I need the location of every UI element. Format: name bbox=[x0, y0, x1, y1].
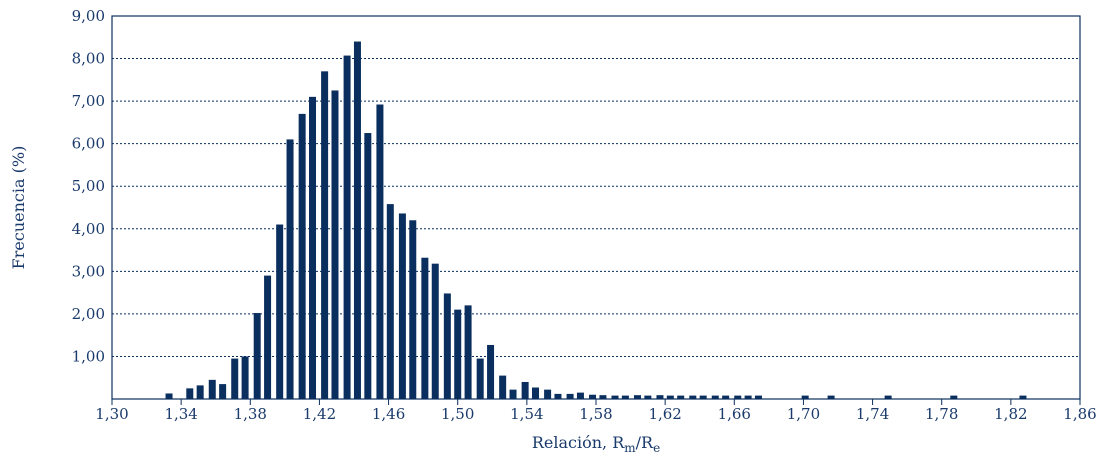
y-tick-labels: 1,00 2,00 3,00 4,00 5,00 6,00 7,00 8,00 9,00 bbox=[72, 7, 105, 365]
histogram-bar bbox=[165, 393, 173, 399]
histogram-bar bbox=[589, 394, 597, 399]
histogram-bar bbox=[353, 41, 361, 400]
histogram-bar bbox=[656, 395, 664, 399]
histogram-bar bbox=[554, 393, 562, 399]
y-tick-label: 7,00 bbox=[72, 92, 105, 110]
histogram-bar bbox=[644, 395, 652, 399]
histogram-bar bbox=[677, 395, 685, 399]
histogram-bar bbox=[699, 395, 707, 399]
histogram-bar bbox=[298, 113, 306, 399]
histogram-bar bbox=[231, 358, 239, 399]
histogram-bar bbox=[286, 139, 294, 399]
histogram-bar bbox=[633, 395, 641, 399]
histogram-bar bbox=[196, 385, 204, 399]
histogram-bar bbox=[398, 213, 406, 399]
histogram-bar bbox=[499, 375, 507, 399]
y-tick-label: 4,00 bbox=[72, 220, 105, 238]
x-axis-title-sub-e: e bbox=[653, 441, 660, 455]
histogram-bar bbox=[611, 395, 619, 399]
histogram-bar bbox=[276, 224, 284, 399]
x-tick-label: 1,74 bbox=[856, 405, 889, 423]
x-tick-label: 1,38 bbox=[234, 405, 267, 423]
histogram-bar bbox=[666, 395, 674, 399]
x-tick-label: 1,54 bbox=[510, 405, 543, 423]
histogram-bar bbox=[386, 204, 394, 399]
histogram-bar bbox=[241, 356, 249, 399]
y-tick-label: 8,00 bbox=[72, 50, 105, 68]
x-tick-label: 1,78 bbox=[925, 405, 958, 423]
histogram-bar bbox=[754, 395, 762, 399]
histogram-bar bbox=[331, 90, 339, 399]
histogram-bar bbox=[476, 358, 484, 399]
histogram-bar bbox=[801, 395, 809, 399]
histogram-bar bbox=[521, 381, 529, 399]
y-tick-label: 6,00 bbox=[72, 135, 105, 153]
histogram-bar bbox=[321, 71, 329, 400]
x-axis-title-main: Relación, R bbox=[532, 433, 625, 452]
histogram-bar bbox=[711, 395, 719, 399]
x-tick-label: 1,62 bbox=[648, 405, 681, 423]
histogram-bar bbox=[309, 96, 317, 399]
histogram-bar bbox=[827, 395, 835, 399]
y-axis-title: Frecuencia (%) bbox=[9, 146, 28, 270]
histogram-bar bbox=[264, 275, 272, 399]
y-tick-label: 2,00 bbox=[72, 305, 105, 323]
y-tick-label: 5,00 bbox=[72, 177, 105, 195]
histogram-bar bbox=[576, 392, 584, 399]
x-tick-label: 1,50 bbox=[441, 405, 474, 423]
histogram-bar bbox=[487, 344, 495, 399]
grid-lines bbox=[112, 15, 1080, 357]
histogram-bar bbox=[343, 55, 351, 400]
histogram-bar bbox=[186, 388, 194, 399]
histogram-bar bbox=[219, 384, 227, 399]
histogram-bar bbox=[253, 313, 261, 399]
x-tick-label: 1,58 bbox=[579, 405, 612, 423]
histogram-bar bbox=[464, 305, 472, 399]
x-tick-labels: 1,30 1,34 1,38 1,42 1,46 1,50 1,54 1,58 1,62 1,66… bbox=[95, 399, 1097, 423]
histogram-bar bbox=[599, 395, 607, 399]
histogram-bar bbox=[409, 220, 417, 399]
histogram-bar bbox=[1019, 395, 1027, 399]
histogram-bar bbox=[734, 395, 742, 399]
histogram-bar bbox=[566, 393, 574, 399]
x-tick-label: 1,30 bbox=[95, 405, 128, 423]
histogram-bar bbox=[689, 395, 697, 399]
x-tick-label: 1,82 bbox=[994, 405, 1027, 423]
histogram-bar bbox=[621, 395, 629, 399]
x-tick-label: 1,34 bbox=[164, 405, 197, 423]
histogram-bar bbox=[364, 133, 372, 399]
histogram-bar bbox=[454, 309, 462, 399]
histogram-bar bbox=[421, 257, 429, 399]
x-axis-title-sep: /R bbox=[636, 433, 654, 452]
x-tick-label: 1,66 bbox=[718, 405, 751, 423]
histogram-bar bbox=[544, 389, 552, 399]
histogram-bar bbox=[208, 379, 216, 399]
x-axis-title-sub-m: m bbox=[624, 441, 636, 455]
x-tick-label: 1,42 bbox=[303, 405, 336, 423]
histogram-bar bbox=[722, 395, 730, 399]
histogram-bar bbox=[884, 395, 892, 399]
histogram-bar bbox=[532, 387, 539, 399]
y-tick-label: 9,00 bbox=[72, 7, 105, 25]
x-axis-title: Relación, Rm/Re bbox=[532, 433, 660, 455]
histogram-bar bbox=[509, 389, 517, 399]
histogram-bar bbox=[950, 395, 958, 399]
bars bbox=[165, 41, 1027, 400]
x-tick-label: 1,46 bbox=[372, 405, 405, 423]
x-tick-label: 1,86 bbox=[1063, 405, 1096, 423]
x-tick-label: 1,70 bbox=[787, 405, 820, 423]
histogram-bar bbox=[376, 104, 384, 399]
histogram-bar bbox=[443, 293, 451, 399]
histogram-bar bbox=[744, 395, 752, 399]
histogram-bar bbox=[431, 263, 439, 399]
y-tick-label: 1,00 bbox=[72, 347, 105, 365]
y-tick-label: 3,00 bbox=[72, 262, 105, 280]
